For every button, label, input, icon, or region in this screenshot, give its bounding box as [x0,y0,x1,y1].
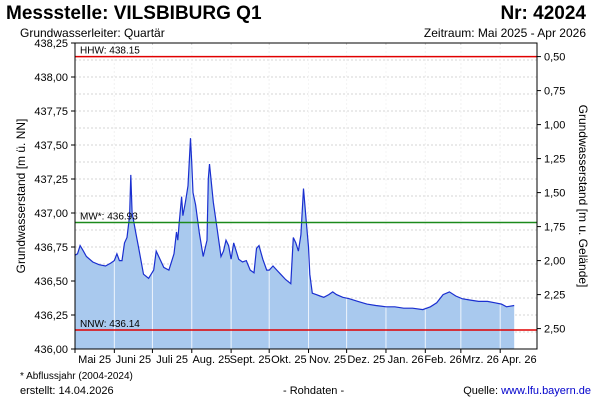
y-tick-label-left: 436,75 [34,242,68,254]
x-ticks: Mai 25 Juni 25 Juli 25 Aug. 25 Sept. 25 Okt. … [74,349,537,366]
y-tick-label-right: 2,00 [544,256,565,268]
x-tick-label: Nov. 25 [309,354,346,366]
aquifer-label: Grundwasserleiter: Quartär [20,26,165,40]
y-tick-label-left: 436,00 [34,344,68,356]
period-label: Zeitraum: Mai 2025 - Apr 2026 [423,26,586,40]
y-ticks-right: 2,50 2,25 2,00 1,75 1,50 1,25 1,00 0,75 0,50 [537,52,565,336]
y-tick-label-right: 2,50 [544,324,565,336]
station-title: Messstelle: VILSBIBURG Q1 [6,3,262,24]
rawdata-label: - Rohdaten - [283,385,345,397]
reference-label: NNW: 436.14 [80,319,140,330]
groundwater-line [74,138,515,311]
created-date: erstellt: 14.04.2026 [20,385,114,397]
y-tick-label-right: 1,75 [544,222,565,234]
reference-label: HHW: 438.15 [80,46,140,57]
x-tick-label: Dez. 25 [347,354,385,366]
y-axis-label-right: Grundwasserstand [m u. Gelände] [576,105,590,288]
y-tick-label-left: 438,25 [34,38,68,50]
x-tick-label: Okt. 25 [271,354,306,366]
x-tick-label: Aug. 25 [192,354,230,366]
y-tick-label-right: 1,25 [544,154,565,166]
y-tick-label-left: 437,75 [34,106,68,118]
reference-label: MW*: 436.93 [80,212,138,223]
source-link[interactable]: Quelle: www.lfu.bayern.de [463,385,591,397]
x-tick-label: Juni 25 [116,354,151,366]
y-tick-label-left: 436,25 [34,310,68,322]
x-tick-label: Jan. 26 [388,354,424,366]
source-prefix: Quelle: [463,385,502,397]
y-tick-label-left: 437,50 [34,140,68,152]
x-tick-label: Mrz. 26 [462,354,499,366]
plot-frame [74,42,538,350]
reference-lines: HHW: 438.15 MW*: 436.93 NNW: 436.14 [75,46,537,331]
groundwater-area [75,138,515,349]
y-ticks-left: 436,00 436,25 436,50 436,75 437,00 437,25 437,… [34,38,75,356]
footnote: * Abflussjahr (2004-2024) [20,371,133,382]
y-tick-label-right: 2,25 [544,290,565,302]
y-tick-label-right: 1,50 [544,188,565,200]
source-url[interactable]: www.lfu.bayern.de [501,385,591,397]
x-tick-label: Sept. 25 [230,354,271,366]
y-tick-label-right: 0,75 [544,86,565,98]
y-tick-label-left: 437,00 [34,208,68,220]
y-tick-label-right: 0,50 [544,52,565,64]
y-tick-label-left: 438,00 [34,72,68,84]
station-number: Nr: 42024 [500,3,586,24]
y-axis-label-left: Grundwasserstand [m ü. NN] [14,119,28,274]
x-tick-label: Mai 25 [78,354,111,366]
x-tick-label: Feb. 26 [424,354,461,366]
x-tick-label: Juli 25 [156,354,188,366]
y-tick-label-right: 1,00 [544,120,565,132]
x-tick-label: Apr. 26 [502,354,537,366]
y-tick-label-left: 437,25 [34,174,68,186]
y-tick-label-left: 436,50 [34,276,68,288]
